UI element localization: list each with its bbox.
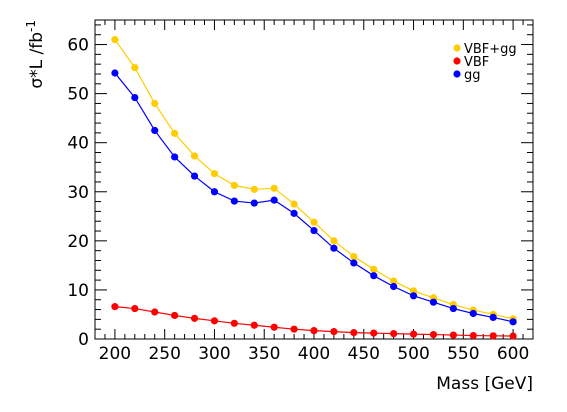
data-point-gg (469, 309, 477, 318)
y-tick-label: 10 (67, 281, 89, 301)
data-point-gg (270, 196, 278, 204)
y-axis-title-superscript: -1 (24, 20, 38, 32)
data-point-gg (230, 197, 238, 205)
data-point-vbf-gg (350, 252, 358, 261)
data-point-vbf (230, 319, 238, 327)
legend-label-vbf: VBF (464, 55, 489, 70)
data-point-vbf (509, 332, 517, 340)
data-point-vbf-gg (171, 129, 179, 137)
x-tick-label: 600 (497, 344, 529, 364)
data-point-gg (250, 199, 258, 207)
data-point-gg (151, 126, 159, 135)
data-point-vbf (310, 327, 318, 335)
data-point-vbf (210, 317, 219, 325)
data-point-gg (290, 209, 298, 217)
data-point-vbf-gg (210, 170, 219, 178)
data-point-vbf (171, 311, 179, 320)
data-point-gg (429, 298, 438, 306)
data-point-vbf-gg (250, 185, 258, 193)
data-point-gg (409, 292, 418, 300)
data-point-vbf-gg (330, 237, 338, 245)
data-point-gg (190, 172, 199, 180)
data-point-vbf (429, 330, 438, 339)
data-point-gg (171, 153, 179, 161)
data-point-vbf (469, 331, 477, 340)
y-axis-ticks: 0 10 20 30 40 50 60 (67, 24, 533, 350)
data-point-vbf (350, 329, 358, 337)
y-tick-label: 0 (78, 330, 89, 350)
x-tick-label: 450 (348, 344, 380, 364)
legend-label-vbf-gg: VBF+gg (464, 42, 517, 57)
series-vbf-gg (111, 36, 517, 323)
y-tick-label: 20 (67, 232, 89, 252)
data-point-vbf-gg (190, 152, 199, 160)
data-point-gg (390, 282, 398, 291)
data-point-vbf (409, 330, 418, 338)
data-point-vbf (330, 328, 338, 336)
legend-label-gg: gg (464, 68, 481, 83)
data-point-vbf-gg (310, 218, 318, 226)
x-tick-label: 500 (397, 344, 429, 364)
legend-marker-gg (453, 70, 461, 78)
data-point-gg (509, 318, 517, 326)
x-tick-label: 400 (298, 344, 330, 364)
data-point-vbf-gg (270, 184, 278, 192)
data-point-vbf-gg (290, 200, 298, 208)
data-point-vbf (250, 321, 258, 329)
x-tick-label: 550 (447, 344, 479, 364)
series-gg (111, 69, 517, 326)
data-point-vbf-gg (111, 36, 119, 44)
data-point-vbf-gg (370, 265, 378, 273)
data-point-vbf (370, 329, 378, 337)
data-point-gg (111, 69, 119, 77)
y-tick-label: 30 (67, 183, 89, 203)
data-point-vbf (270, 323, 278, 331)
data-point-vbf (151, 308, 159, 316)
data-point-vbf-gg (390, 277, 398, 285)
data-point-vbf (489, 332, 497, 340)
y-tick-label: 50 (67, 85, 89, 105)
series-line-vbf-gg (114, 39, 514, 320)
y-tick-label: 60 (67, 36, 89, 56)
legend-marker-vbf-gg (453, 44, 461, 52)
data-point-gg (310, 226, 318, 235)
y-tick-label: 40 (67, 134, 89, 154)
x-tick-label: 250 (148, 344, 180, 364)
data-point-gg (330, 244, 338, 252)
x-tick-label: 200 (99, 344, 131, 364)
x-axis-title: Mass [GeV] (436, 374, 533, 394)
data-point-gg (489, 313, 497, 322)
data-point-vbf (111, 303, 119, 311)
data-point-gg (131, 93, 139, 102)
data-point-gg (350, 259, 358, 267)
legend-marker-vbf (453, 57, 461, 65)
x-tick-label: 300 (198, 344, 230, 364)
data-point-vbf (390, 330, 398, 338)
data-point-gg (449, 304, 457, 313)
data-point-vbf (290, 325, 298, 333)
data-point-vbf-gg (131, 64, 139, 72)
data-point-gg (210, 188, 219, 196)
y-axis-title: σ*L /fb-1 (24, 20, 47, 89)
series-layer (111, 36, 517, 340)
data-point-gg (370, 272, 378, 280)
data-point-vbf (449, 331, 457, 339)
x-tick-label: 350 (248, 344, 280, 364)
data-point-vbf (131, 304, 139, 313)
data-point-vbf-gg (230, 181, 238, 189)
data-point-vbf (190, 314, 199, 322)
series-vbf (111, 303, 517, 340)
y-axis-title-main: σ*L /fb (27, 32, 47, 89)
x-axis-ticks: 200 250 300 350 400 450 500 550 600 (94, 20, 534, 364)
data-point-vbf-gg (151, 99, 159, 108)
series-line-gg (114, 72, 514, 323)
